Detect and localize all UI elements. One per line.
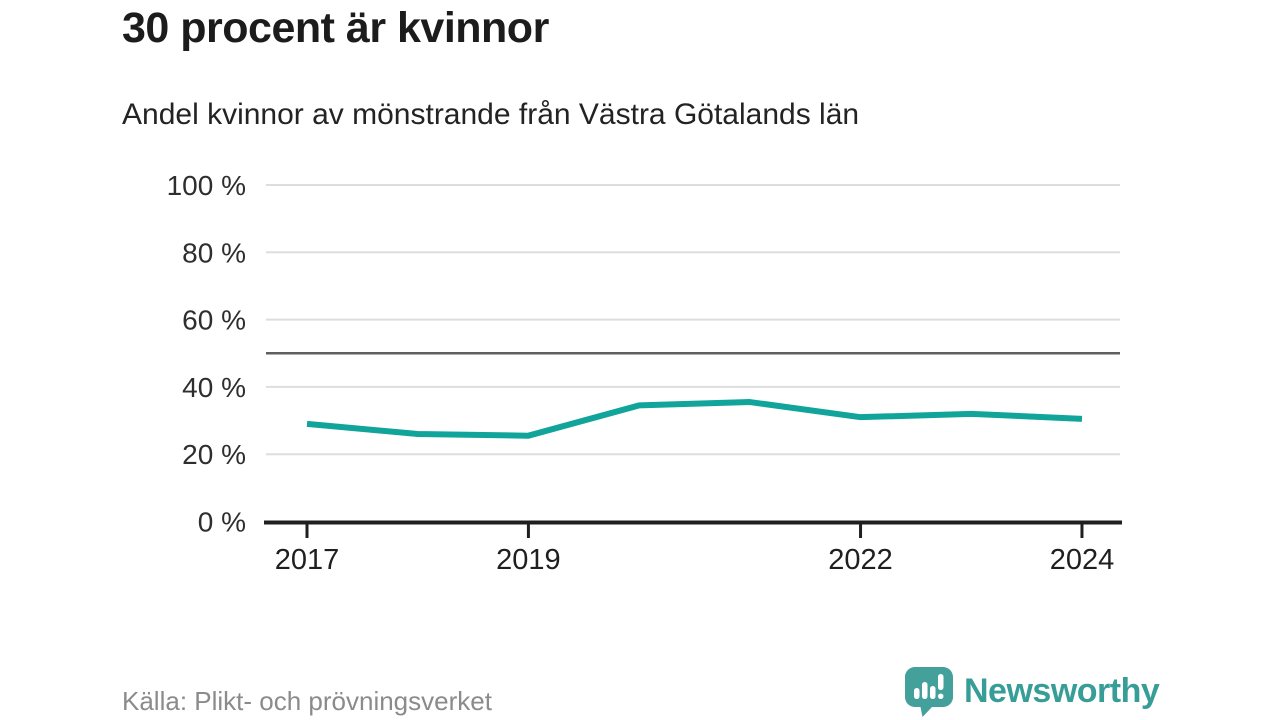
x-tick-label: 2022 (828, 544, 893, 576)
chart-subtitle: Andel kvinnor av mönstrande från Västra … (122, 98, 860, 131)
y-tick-label: 60 % (182, 305, 246, 336)
chart-title: 30 procent är kvinnor (122, 4, 549, 52)
y-tick-label: 20 % (182, 439, 246, 470)
newsworthy-logo: Newsworthy (903, 663, 1160, 719)
x-tick-label: 2024 (1050, 544, 1115, 576)
data-line (306, 399, 1083, 439)
source-note: Källa: Plikt- och prövningsverket (122, 686, 492, 716)
y-tick-label: 80 % (182, 237, 246, 268)
x-tick-label: 2017 (275, 544, 340, 576)
x-tick-label: 2019 (496, 544, 561, 576)
y-tick-label: 100 % (167, 170, 246, 201)
newsworthy-logo-icon (905, 667, 953, 717)
y-tick-label: 0 % (198, 507, 246, 538)
y-tick-label: 40 % (182, 372, 246, 403)
newsworthy-wordmark: Newsworthy (964, 671, 1160, 710)
